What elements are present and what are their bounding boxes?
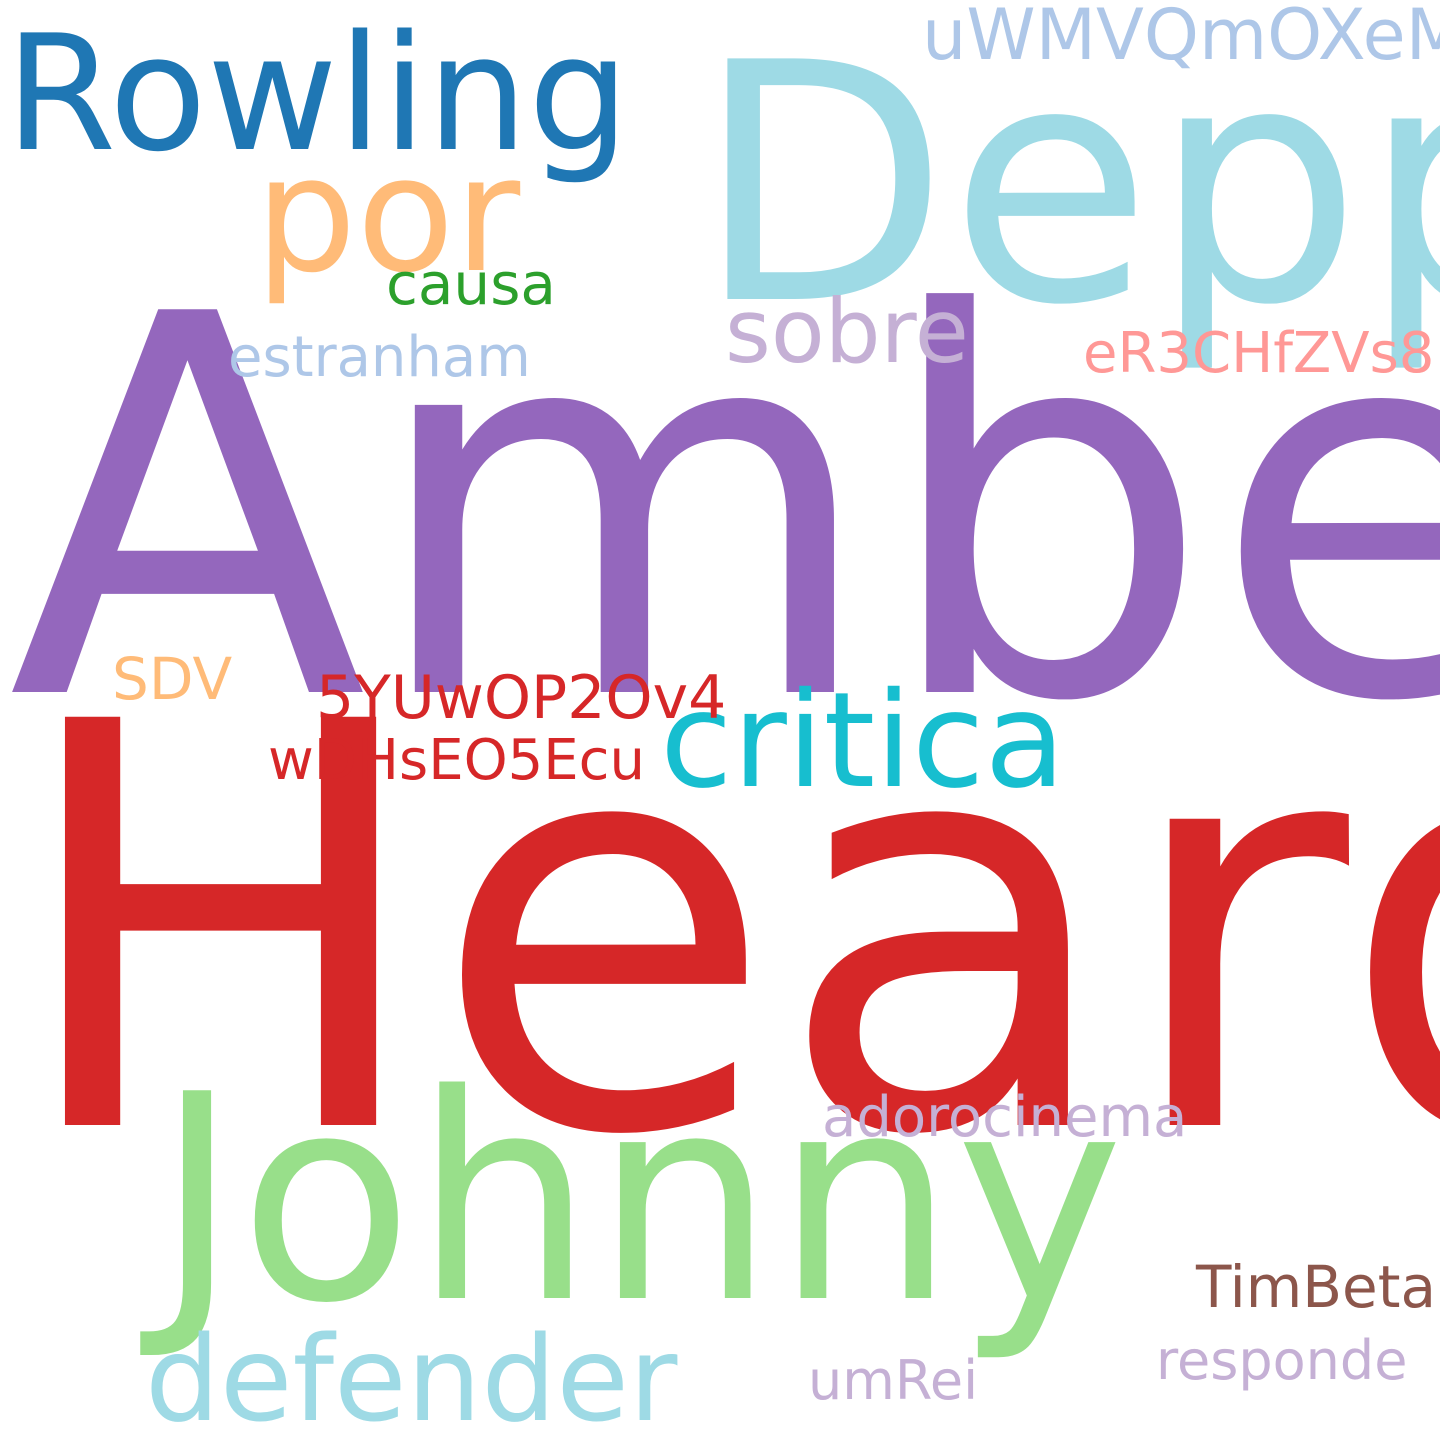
word-5yuwop2ov4: 5YUwOP2Ov4 [316, 663, 727, 733]
word-responde: responde [1156, 1329, 1408, 1392]
word-causa: causa [386, 250, 556, 318]
word-estranham: estranham [228, 325, 531, 390]
word-adorocinema: adorocinema [822, 1085, 1188, 1150]
word-depp: Depp [695, 0, 1440, 377]
word-defender: defender [145, 1310, 678, 1440]
word-er3chfzvs8: eR3CHfZVs8 [1083, 321, 1435, 386]
word-umrei: umRei [808, 1349, 979, 1412]
word-sdv: SDV [112, 645, 233, 713]
word-rowling: Rowling [5, 0, 630, 187]
word-uwmvqmoxem: uWMVQmOXeM [922, 0, 1440, 76]
word-amber: Amber [8, 205, 1440, 816]
word-timbeta: TimBeta [1196, 1253, 1437, 1321]
word-critica: critica [660, 664, 1066, 818]
word-heard: Heard [10, 606, 1440, 1258]
word-por: por [255, 121, 521, 308]
word-sobre: sobre [725, 280, 969, 383]
word-johnny: Johnny [155, 1034, 1124, 1366]
word-wdhseo5ecu: wDHsEO5Ecu [268, 728, 645, 793]
